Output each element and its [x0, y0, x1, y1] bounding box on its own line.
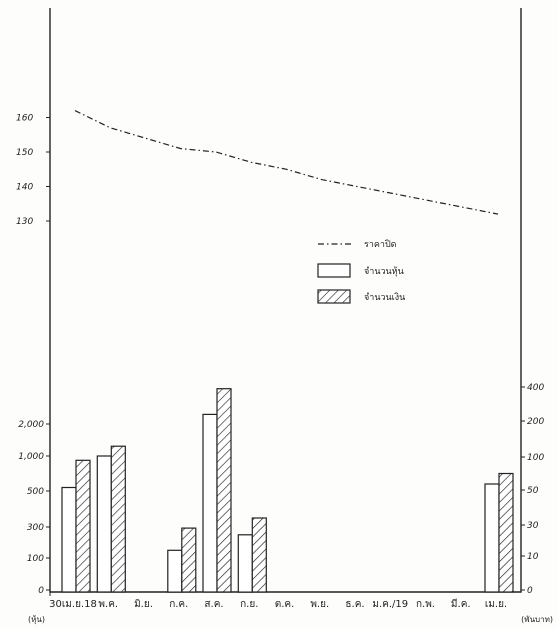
x-tick-label: เม.ย.	[485, 599, 507, 610]
bar-series	[61, 388, 514, 593]
x-tick-label: ก.พ.	[416, 599, 435, 610]
bar-value	[498, 472, 514, 593]
right-tick-label: 50	[527, 486, 539, 496]
bar-value	[251, 517, 267, 593]
price-tick-label: 150	[16, 148, 33, 158]
x-tick-label: ต.ค.	[275, 599, 295, 610]
left-tick-label: 300	[27, 523, 44, 533]
x-tick-label: พ.ค.	[98, 599, 118, 610]
x-tick-label: มี.ค.	[451, 598, 471, 610]
price-series	[74, 110, 499, 215]
left-tick-label: 500	[27, 487, 44, 497]
right-tick-label: 200	[527, 417, 544, 427]
right-tick-label: 0	[527, 586, 533, 596]
value-axis-right: 0 10 30 50 100 200 400	[521, 383, 544, 596]
price-tick-label: 160	[16, 114, 33, 124]
x-tick-label: ก.ค.	[169, 599, 188, 610]
volume-axis-left: 0 100 300 500 1,000 2,000	[18, 420, 50, 596]
right-tick-label: 400	[527, 383, 544, 393]
x-tick-label: ส.ค.	[204, 599, 223, 610]
bar-volume	[202, 413, 218, 593]
chart-frame	[49, 8, 522, 596]
left-tick-label: 2,000	[18, 420, 44, 430]
x-axis-labels: 30เม.ย.18 พ.ค. มิ.ย. ก.ค. ส.ค. ก.ย. ต.ค. พ.ย. ธ.…	[49, 598, 507, 610]
bar-volume	[237, 534, 253, 593]
axis-frame	[49, 8, 522, 593]
bar-value	[75, 459, 91, 593]
price-line	[74, 110, 499, 215]
right-tick-label: 100	[527, 453, 544, 463]
price-tick-label: 130	[16, 217, 33, 227]
right-unit-label: (พันบาท)	[521, 615, 553, 624]
x-tick-label: ก.ย.	[240, 599, 258, 610]
bar-volume	[484, 483, 500, 593]
legend-swatch-value	[317, 289, 351, 304]
legend-label: จำนวนหุ้น	[364, 266, 404, 277]
bar-value	[216, 388, 232, 593]
price-tick-label: 140	[16, 183, 33, 193]
axis-units: (หุ้น) (พันบาท)	[28, 615, 553, 624]
bar-volume	[167, 549, 183, 593]
right-tick-label: 10	[527, 552, 539, 562]
bar-volume	[96, 455, 112, 593]
left-tick-label: 0	[38, 586, 44, 596]
legend-swatch-volume	[317, 263, 351, 278]
bar-volume	[61, 486, 77, 593]
x-tick-label: มิ.ย.	[134, 599, 153, 610]
bar-value	[181, 527, 197, 593]
x-tick-label: พ.ย.	[310, 599, 329, 610]
legend-label: ราคาปิด	[364, 239, 397, 250]
left-unit-label: (หุ้น)	[28, 615, 45, 624]
x-tick-label: 30เม.ย.18	[49, 599, 97, 610]
right-tick-label: 30	[527, 521, 539, 531]
price-axis: 130 140 150 160	[16, 114, 50, 227]
legend: ราคาปิดจำนวนหุ้นจำนวนเงิน	[317, 239, 405, 304]
legend-label: จำนวนเงิน	[364, 292, 405, 303]
left-tick-label: 100	[27, 554, 44, 564]
left-tick-label: 1,000	[18, 452, 44, 462]
x-tick-label: ม.ค./19	[372, 599, 408, 610]
bar-value	[110, 445, 126, 593]
x-tick-label: ธ.ค.	[345, 599, 364, 610]
